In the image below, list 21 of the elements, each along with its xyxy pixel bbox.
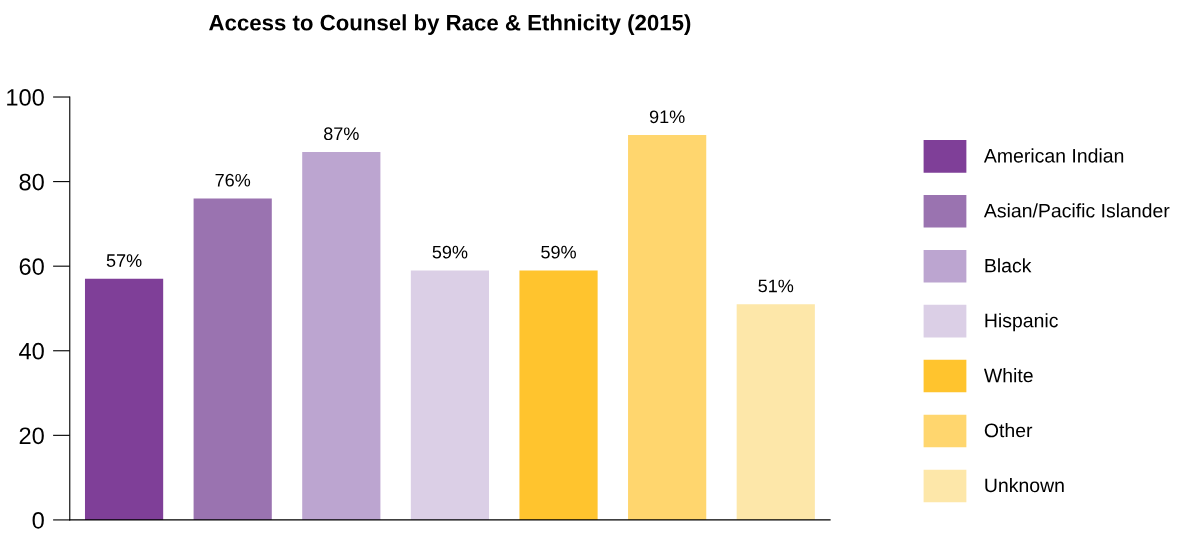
y-tick-label: 100 — [7, 89, 44, 106]
chart-title: Access to Counsel by Race & Ethnicity (2015) — [209, 14, 691, 35]
data-label: 51% — [758, 279, 794, 293]
data-label: 76% — [215, 173, 251, 187]
data-label: 59% — [432, 245, 468, 259]
legend-label: Other — [984, 423, 1033, 438]
y-tick-label: 40 — [19, 342, 44, 360]
data-label: 59% — [541, 245, 576, 259]
data-label: 57% — [106, 254, 142, 267]
legend-label: White — [983, 368, 1033, 383]
legend-label: Unknown — [985, 477, 1064, 493]
data-label: 87% — [324, 127, 359, 141]
y-tick-label: 80 — [19, 173, 44, 191]
y-tick-label: 20 — [19, 427, 44, 445]
y-tick-label: 0 — [32, 511, 44, 529]
legend-label: American Indian — [983, 148, 1124, 163]
legend-label: Asian/Pacific Islander — [983, 203, 1170, 218]
data-label: 91% — [649, 110, 685, 124]
legend-label: Hispanic — [985, 313, 1058, 332]
y-tick-label: 60 — [19, 258, 44, 275]
legend-label: Black — [985, 258, 1032, 273]
